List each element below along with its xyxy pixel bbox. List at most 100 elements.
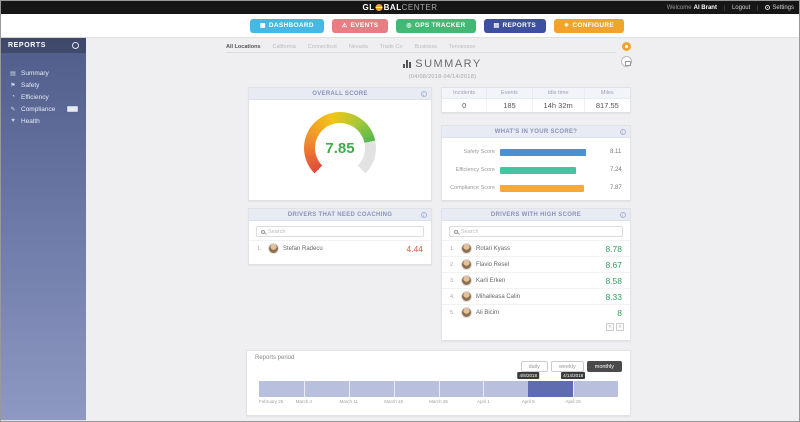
score-breakdown-card: WHAT'S IN YOUR SCORE? i Safety Score 8.1… xyxy=(441,125,631,201)
driver-row[interactable]: 2. Flavio Resel 8.67 xyxy=(442,256,630,272)
axis-tick: February 25 xyxy=(259,399,284,404)
dashboard-icon: ▦ xyxy=(259,22,266,29)
axis-tick: April 8 xyxy=(521,399,535,404)
bar-chart-icon xyxy=(403,60,412,68)
axis-tick: April 1 xyxy=(476,399,490,404)
timeline-band[interactable] xyxy=(259,381,618,397)
efficiency-gauge-icon: ◔ xyxy=(11,94,15,100)
range-end-label: 4/14/2018 xyxy=(561,372,586,379)
nav-reports-button[interactable]: ▤ REPORTS xyxy=(483,18,547,33)
sidebar-help-icon[interactable] xyxy=(72,42,79,49)
info-icon[interactable]: i xyxy=(420,90,427,97)
report-chart-icon: ▤ xyxy=(493,22,500,29)
efficiency-score-row: Efficiency Score 7.24 xyxy=(455,166,622,174)
info-icon[interactable]: i xyxy=(619,128,626,135)
gauge-value: 7.85 xyxy=(325,139,355,157)
driver-row[interactable]: 1. Rotari Kyass 8.78 xyxy=(442,240,630,256)
efficiency-score-value: 7.24 xyxy=(610,167,622,173)
prev-page-button[interactable]: ‹ xyxy=(606,323,614,331)
reports-period-card: Reports period daily weekly monthly 4/8/… xyxy=(246,350,631,416)
summary-icon: ▤ xyxy=(10,70,16,77)
avatar xyxy=(461,275,472,286)
logo[interactable]: GL BAL CENTER xyxy=(363,1,438,14)
avatar xyxy=(461,291,472,302)
high-score-search-input[interactable]: Search xyxy=(449,226,623,237)
weekly-button[interactable]: weekly xyxy=(550,361,584,372)
sidebar-item-safety[interactable]: ⚑ Safety xyxy=(10,81,40,89)
tab-all-locations[interactable]: All Locations xyxy=(226,44,261,50)
avatar xyxy=(268,243,279,254)
sidebar-header: REPORTS xyxy=(1,38,86,53)
axis-tick: March 11 xyxy=(339,399,358,404)
period-timeline: 4/8/2018 4/14/2018 xyxy=(259,372,618,397)
stats-value-events: 185 xyxy=(487,99,533,112)
tab-location-2[interactable]: Connecticut xyxy=(307,44,337,50)
print-button[interactable] xyxy=(621,56,632,67)
stats-card: Incidents Events Idle time Miles 0 185 1… xyxy=(441,87,631,113)
nav-dashboard-button[interactable]: ▦ DASHBOARD xyxy=(249,18,324,33)
tab-location-6[interactable]: Tennessee xyxy=(448,44,476,50)
health-heart-icon: ♥ xyxy=(11,118,15,124)
info-icon[interactable]: i xyxy=(619,211,626,218)
driver-score: 8.78 xyxy=(605,243,622,254)
reports-sidebar: REPORTS ▤ Summary ⚑ Safety ◔ Efficiency … xyxy=(1,38,86,420)
logo-text-pre: GL xyxy=(362,3,375,12)
nav-configure-button[interactable]: ✳ CONFIGURE xyxy=(554,18,625,33)
driver-row[interactable]: 3. Karli Erken 8.58 xyxy=(442,272,630,288)
period-title: Reports period xyxy=(255,355,295,361)
compliance-score-row: Compliance Score 7.87 xyxy=(450,184,622,192)
axis-tick: April 15 xyxy=(565,399,581,404)
safety-score-bar xyxy=(500,148,586,156)
nav-events-button[interactable]: ⚠ EVENTS xyxy=(331,18,389,33)
logo-text-rest: CENTER xyxy=(401,3,438,12)
info-icon[interactable]: i xyxy=(420,211,427,218)
selected-week-range[interactable] xyxy=(528,381,574,397)
stats-header-row: Incidents Events Idle time Miles xyxy=(442,88,630,99)
compliance-score-bar xyxy=(500,184,584,192)
driver-row[interactable]: 5. Ali Bicim 8 xyxy=(442,304,630,320)
tab-location-3[interactable]: Nevada xyxy=(348,44,368,50)
search-icon xyxy=(261,229,265,234)
stats-value-idle-time: 14h 32m xyxy=(533,99,585,112)
topbar: GL BAL CENTER Welcome Al Brant Logout Set… xyxy=(1,1,799,14)
overall-score-header: OVERALL SCORE i xyxy=(249,88,431,100)
stats-col-incidents: Incidents xyxy=(442,88,488,99)
axis-tick: March 25 xyxy=(429,399,448,404)
driver-row[interactable]: 1. Stefan Radecu 4.44 xyxy=(249,240,431,256)
tabs-edit-button[interactable] xyxy=(622,42,631,51)
compliance-pencil-icon: ✎ xyxy=(10,106,16,113)
sidebar-item-compliance[interactable]: ✎ Compliance xyxy=(1,103,86,115)
coaching-search-input[interactable]: Search xyxy=(256,226,424,237)
timeline-axis: February 25 March 4 March 11 March 18 Ma… xyxy=(259,399,618,407)
logo-text-bold: BAL xyxy=(383,3,402,12)
daily-button[interactable]: daily xyxy=(520,361,548,372)
globe-icon xyxy=(375,4,383,11)
monthly-button[interactable]: monthly xyxy=(586,361,622,372)
gear-icon xyxy=(765,5,771,10)
warning-icon: ⚠ xyxy=(341,22,348,29)
driver-score: 8 xyxy=(617,307,622,318)
sidebar-menu: ▤ Summary ⚑ Safety ◔ Efficiency ✎ Compli… xyxy=(1,67,86,127)
driver-score: 4.44 xyxy=(406,243,423,254)
score-bars: Safety Score 8.11 Efficiency Score 7.24 … xyxy=(442,138,630,197)
sidebar-item-health[interactable]: ♥ Health xyxy=(1,115,86,127)
sidebar-item-efficiency[interactable]: ◔ Efficiency xyxy=(1,91,86,103)
axis-tick: March 18 xyxy=(384,399,404,404)
settings-link[interactable]: Settings xyxy=(757,4,794,11)
sidebar-item-summary[interactable]: ▤ Summary xyxy=(10,69,49,77)
logout-link[interactable]: Logout xyxy=(723,4,750,11)
tab-location-5[interactable]: Business xyxy=(414,44,437,50)
nav-gps-tracker-button[interactable]: ◎ GPS TRACKER xyxy=(396,18,476,33)
sidebar-title: REPORTS xyxy=(8,42,47,49)
coaching-drivers-card: DRIVERS THAT NEED COACHING i Search 1. S… xyxy=(248,208,432,265)
stats-col-events: Events xyxy=(487,88,533,99)
driver-score: 8.58 xyxy=(605,275,622,286)
driver-row[interactable]: 4. Mihaileasa Calin 8.33 xyxy=(442,288,630,304)
tab-location-1[interactable]: California xyxy=(272,44,296,50)
period-buttons: daily weekly monthly xyxy=(520,361,622,372)
overall-score-card: OVERALL SCORE i 7.85 xyxy=(248,87,432,201)
tab-location-4[interactable]: Trade Co xyxy=(379,44,403,50)
content-area: All Locations California Connecticut Nev… xyxy=(86,38,799,421)
avatar xyxy=(461,259,472,270)
next-page-button[interactable]: › xyxy=(616,323,624,331)
